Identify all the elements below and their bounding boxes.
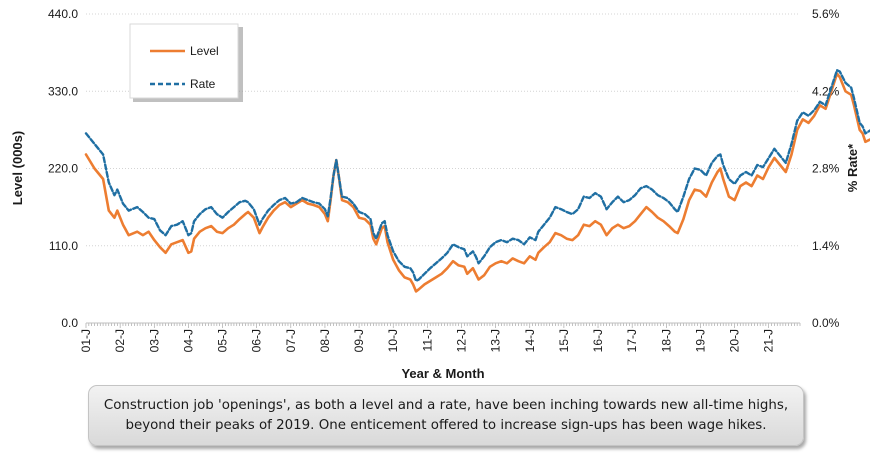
x-tick-label: 02-J [113, 329, 127, 352]
x-tick-label: 12-J [454, 329, 468, 352]
x-tick-label: 05-J [216, 329, 230, 352]
legend-box [129, 23, 239, 99]
right-tick-label: 2.8% [812, 162, 840, 176]
y-axis-title-left: Level (000s) [10, 131, 25, 205]
x-axis-title: Year & Month [401, 366, 484, 381]
x-axis-ticks: 01-J 02-J 03-J 04-J 05-J 06-J 07-J 08-J 09-J 10-J… [79, 323, 801, 352]
x-tick-label: 19-J [693, 329, 707, 352]
right-tick-label: 1.4% [812, 239, 840, 253]
x-tick-label: 13-J [489, 329, 503, 352]
right-tick-label: 5.6% [812, 7, 840, 21]
caption-box: Construction job 'openings', as both a l… [88, 385, 804, 446]
x-tick-label: 21-J [762, 329, 776, 352]
line-chart: 0.0 110.0 220.0 330.0 440.0 0.0% 1.4% 2.8% 4.2%… [10, 7, 870, 381]
x-tick-label: 11-J [420, 329, 434, 351]
legend-label-level: Level [190, 44, 219, 58]
legend: Level Rate [129, 23, 243, 102]
x-tick-label: 07-J [284, 329, 298, 352]
right-tick-label: 0.0% [812, 316, 840, 330]
x-tick-label: 09-J [352, 329, 366, 352]
gridlines [86, 13, 800, 247]
x-tick-label: 16-J [591, 329, 605, 352]
x-tick-label: 20-J [728, 329, 742, 352]
caption-line-2: beyond their peaks of 2019. One enticeme… [125, 417, 767, 433]
left-tick-label: 110.0 [49, 239, 78, 253]
x-tick-label: 06-J [250, 329, 264, 352]
right-axis-ticks: 0.0% 1.4% 2.8% 4.2% 5.6% [812, 7, 840, 330]
x-tick-label: 17-J [625, 329, 639, 352]
x-tick-label: 14-J [523, 329, 537, 352]
x-tick-label: 15-J [557, 329, 571, 352]
left-tick-label: 440.0 [48, 7, 78, 21]
x-tick-label: 04-J [181, 329, 195, 352]
x-tick-label: 03-J [147, 329, 161, 352]
series-line-rate [84, 69, 870, 283]
left-tick-label: 220.0 [48, 162, 78, 176]
x-tick-label: 01-J [79, 329, 93, 352]
right-tick-label: 4.2% [812, 84, 840, 98]
left-axis-ticks: 0.0 110.0 220.0 330.0 440.0 [48, 7, 78, 330]
x-tick-label: 08-J [318, 329, 332, 352]
caption-text: Construction job 'openings', as both a l… [104, 396, 788, 436]
caption-line-1: Construction job 'openings', as both a l… [103, 397, 789, 413]
left-tick-label: 0.0 [61, 316, 78, 330]
left-tick-label: 330.0 [48, 84, 78, 98]
x-tick-label: 10-J [386, 329, 400, 352]
series-layer [84, 69, 870, 293]
x-tick-label: 18-J [659, 329, 673, 352]
y-axis-title-right: % Rate* [845, 143, 860, 192]
legend-label-rate: Rate [190, 77, 216, 91]
series-line-level [84, 72, 870, 293]
